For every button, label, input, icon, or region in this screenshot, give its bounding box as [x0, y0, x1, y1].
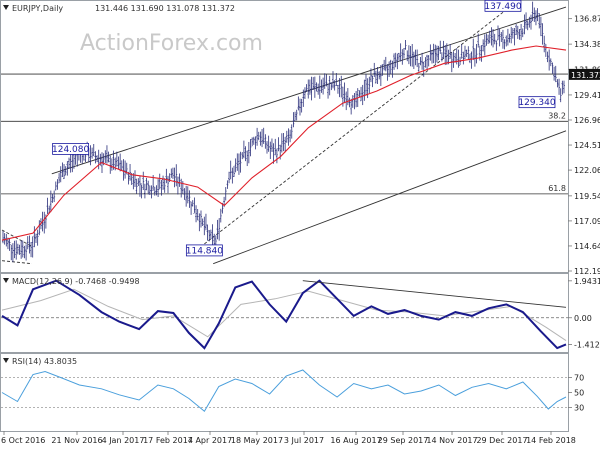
price-y-tick-label: 134.380 [574, 40, 600, 49]
channel-lower-line [213, 130, 567, 265]
channel-upper-line [51, 6, 567, 175]
price-y-tick-label: 124.510 [574, 141, 600, 150]
macd-y-tick-label: -1.4126 [574, 341, 600, 350]
price-y-tick-label: 114.640 [574, 242, 600, 251]
rsi-y-tick-label: 30 [574, 404, 584, 413]
price-y-tick-label: 129.410 [574, 91, 600, 100]
x-tick-label: 14 Feb 2018 [526, 436, 576, 445]
price-panel-title: EURJPY,Daily [12, 4, 63, 13]
chevron-down-icon[interactable] [3, 5, 9, 10]
fib-level-label: 61.8 [548, 184, 566, 193]
x-tick-label: 4 Jan 2017 [102, 436, 145, 445]
left-dashed-line [1, 260, 32, 265]
macd-divergence-line [302, 280, 567, 308]
price-panel-frame [0, 0, 569, 273]
price-annotation-label: 124.080 [52, 145, 89, 155]
macd-panel-frame [0, 273, 569, 353]
price-annotation-box [484, 0, 522, 12]
left-dashed-line [1, 229, 33, 247]
price-layer: 38.2 61.8 137.490 124.080 114.840 129.340 [1, 0, 568, 265]
x-tick-label: 14 Nov 2017 [426, 436, 477, 445]
macd-layer [1, 279, 568, 350]
rsi-y-tick-label: 70 [574, 374, 584, 383]
ohlc-readout: 131.446 131.690 131.078 131.372 [95, 4, 235, 13]
price-annotation-label: 137.490 [484, 2, 521, 12]
axes-layer: 136.870134.380131.890129.410126.960124.5… [1, 15, 600, 445]
price-y-tick-label: 126.960 [574, 116, 600, 125]
rsi-panel-title: RSI(14) 43.8035 [12, 357, 77, 366]
macd-y-tick-label: 1.9431 [574, 277, 600, 286]
price-annotation-box [52, 143, 90, 155]
price-annotation-label: 114.840 [186, 246, 223, 256]
price-annotation-box [518, 96, 556, 109]
last-price-badge [569, 68, 600, 80]
x-tick-label: 29 Dec 2017 [476, 436, 527, 445]
rsi-panel-frame [0, 353, 569, 432]
x-tick-label: 6 Oct 2016 [1, 436, 45, 445]
x-tick-label: 3 Jul 2017 [284, 436, 324, 445]
rsi-line [1, 369, 567, 413]
price-y-tick-label: 112.190 [574, 267, 600, 276]
fib-level-label: 38.2 [548, 111, 566, 120]
chevron-down-icon[interactable] [3, 358, 9, 363]
x-tick-label: 16 Aug 2017 [330, 436, 381, 445]
x-tick-label: 29 Sep 2017 [378, 436, 429, 445]
macd-signal-line [1, 288, 567, 342]
price-annotation-label: 129.340 [518, 98, 555, 108]
rsi-layer [1, 369, 568, 413]
price-y-tick-label: 122.060 [574, 166, 600, 175]
x-tick-label: 21 Nov 2016 [51, 436, 102, 445]
price-y-tick-label: 136.870 [574, 15, 600, 24]
price-y-tick-label: 119.540 [574, 192, 600, 201]
x-tick-label: 4 Apr 2017 [188, 436, 232, 445]
channel-middle-dashed-line [204, 11, 504, 245]
chevron-down-icon[interactable] [3, 278, 9, 283]
moving-average-line [1, 45, 567, 241]
macd-panel-title: MACD(12,26,9) -0.7468 -0.9498 [12, 277, 140, 286]
watermark: ActionForex.com [80, 31, 263, 56]
macd-line [1, 279, 567, 350]
rsi-y-tick-label: 50 [574, 389, 584, 398]
price-y-tick-label: 117.090 [574, 217, 600, 226]
price-annotation-box [185, 244, 223, 257]
x-tick-label: 18 May 2017 [231, 436, 283, 445]
macd-y-tick-label: 0.00 [574, 314, 592, 323]
last-price-label: 131.372 [571, 71, 600, 80]
x-tick-label: 17 Feb 2017 [143, 436, 193, 445]
